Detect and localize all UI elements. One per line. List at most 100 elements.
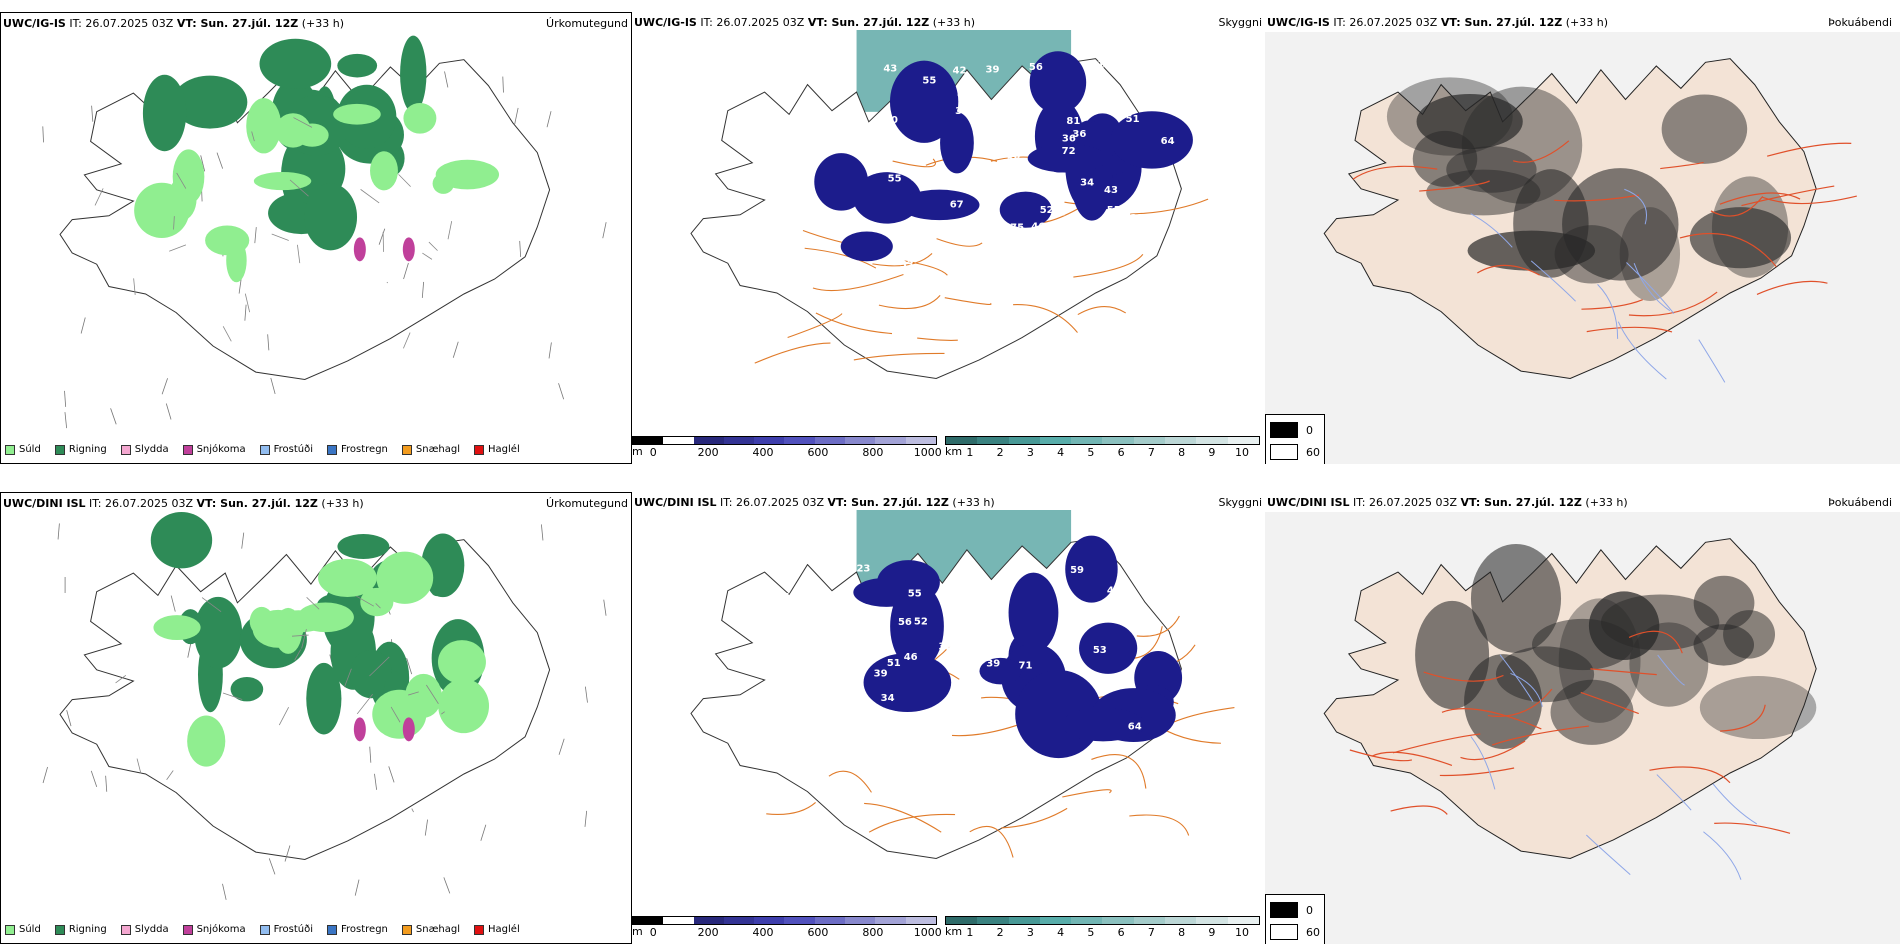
road-line: [812, 273, 904, 292]
rain-area: [142, 74, 187, 152]
lead-time: (+33 h): [932, 16, 975, 29]
panel-title: Skyggni: [1218, 16, 1262, 29]
river-line: [1633, 263, 1671, 312]
fog-patch: [1661, 94, 1748, 164]
cloud-base-label: 49: [991, 130, 1005, 141]
precip-panel-1: UWC/IG-IS IT: 26.07.2025 03Z VT: Sun. 27…: [0, 12, 632, 464]
cloud-base-label: 51: [1160, 735, 1174, 746]
model-name: UWC/DINI ISL: [3, 497, 86, 510]
cloudbase-colorbar: m 0 200 400 600 800 1000: [632, 436, 942, 459]
road-line: [1419, 180, 1490, 192]
cloud-base-label: 52: [1040, 205, 1054, 216]
cloud-base-area: [979, 657, 1022, 685]
cloud-base-label: 53: [822, 593, 836, 604]
wind-barb: [514, 107, 519, 124]
fog-legend-label: 60: [1306, 925, 1320, 939]
legend-item: Frostregn: [327, 444, 388, 455]
legend-swatch: [54, 924, 65, 935]
fog-legend-swatch: [1270, 902, 1298, 918]
road-line: [1477, 264, 1540, 276]
drizzle-area: [437, 640, 486, 684]
cloud-base-label: 55: [795, 114, 809, 125]
cloud-panel-1: UWC/IG-IS IT: 26.07.2025 03Z VT: Sun. 27…: [632, 12, 1265, 464]
legend-item: Snjókoma: [182, 444, 246, 455]
wind-barb: [64, 412, 68, 429]
cloud-base-area: [1008, 572, 1059, 653]
legend-swatch: [327, 444, 337, 455]
fog-panel-1: UWC/IG-IS IT: 26.07.2025 03Z VT: Sun. 27…: [1265, 12, 1900, 464]
wind-barb: [388, 766, 395, 783]
cloud-base-label: 63: [780, 175, 794, 186]
colorbar-tick: 5: [1087, 446, 1095, 459]
cloud-base-label: 43: [1107, 586, 1121, 597]
river-line: [1530, 260, 1576, 302]
colorbar-tick: 800: [862, 446, 884, 459]
road-line: [1586, 326, 1673, 333]
wind-barb: [241, 532, 245, 549]
colorbar-unit: m: [632, 445, 643, 458]
fog-patch: [1699, 676, 1817, 740]
wind-barb: [421, 281, 425, 298]
road-line: [1390, 805, 1448, 815]
fog-legend-label: 0: [1306, 903, 1313, 917]
cloud-base-area: [1065, 535, 1118, 603]
road-line: [815, 312, 893, 335]
legend-swatch: [54, 444, 65, 455]
fog-patch: [1629, 622, 1709, 707]
cloud-base-label: 55: [908, 589, 922, 600]
road-line: [375, 603, 381, 609]
road-line: [1628, 291, 1718, 317]
model-name: UWC/IG-IS: [634, 16, 697, 29]
cloud-base-label: 33: [840, 69, 854, 80]
snow-area: [402, 237, 415, 262]
model-name: UWC/DINI ISL: [1267, 496, 1350, 509]
legend-item: Slydda: [120, 924, 169, 935]
road-line: [176, 172, 187, 189]
cloud-base-label: 37: [955, 106, 969, 117]
road-line: [904, 260, 948, 276]
road-line: [1767, 142, 1852, 157]
road-line: [1714, 822, 1791, 834]
fog-patch: [1495, 646, 1595, 703]
cloud-base-label: 36: [820, 65, 834, 76]
cloud-base-label: 34: [1091, 103, 1105, 114]
wind-barb: [452, 341, 459, 358]
cloud-base-label: 75: [1010, 222, 1024, 233]
road-line: [133, 278, 136, 295]
colorbar-ticks: 0 200 400 600 800 1000: [632, 445, 942, 459]
cloud-base-label: 61: [1090, 59, 1104, 70]
colorbar-cells: [945, 436, 1260, 445]
cloud-base-label: 46: [904, 652, 918, 663]
rain-area: [306, 662, 342, 735]
road-line: [115, 674, 127, 684]
legend-item: Snæhagl: [401, 444, 460, 455]
colorbar-tick: 10: [1235, 926, 1250, 939]
cloud-base-label: 38: [808, 532, 822, 543]
drizzle-area: [405, 673, 442, 718]
cloud-base-label: 50: [884, 115, 898, 126]
colorbar-tick: 200: [697, 926, 719, 939]
legend-item: Snæhagl: [401, 924, 460, 935]
road-line: [403, 332, 411, 349]
colorbar-tick: 600: [807, 926, 829, 939]
init-time: IT: 26.07.2025 03Z: [1333, 16, 1438, 29]
model-name: UWC/IG-IS: [1267, 16, 1330, 29]
cloud-base-label: 37: [894, 714, 908, 725]
road-line: [251, 131, 255, 142]
legend-label: Snjókoma: [196, 444, 246, 455]
lead-time: (+33 h): [301, 17, 344, 30]
legend-swatch: [401, 924, 412, 935]
rain-area: [259, 38, 332, 90]
cloud-base-label: 53: [1093, 645, 1107, 656]
wind-barb: [90, 770, 98, 788]
wind-barb: [284, 845, 291, 862]
drizzle-area: [333, 103, 381, 125]
drizzle-area: [403, 102, 437, 134]
wind-barb: [66, 709, 72, 727]
legend-swatch: [259, 444, 270, 455]
cloud-base-area: [1079, 622, 1138, 674]
colorbar-unit: km: [945, 925, 963, 938]
fog-legend-swatch: [1270, 422, 1298, 438]
fog-patch: [1461, 86, 1583, 204]
cloud-panel-2: UWC/DINI ISL IT: 26.07.2025 03Z VT: Sun.…: [632, 492, 1265, 944]
